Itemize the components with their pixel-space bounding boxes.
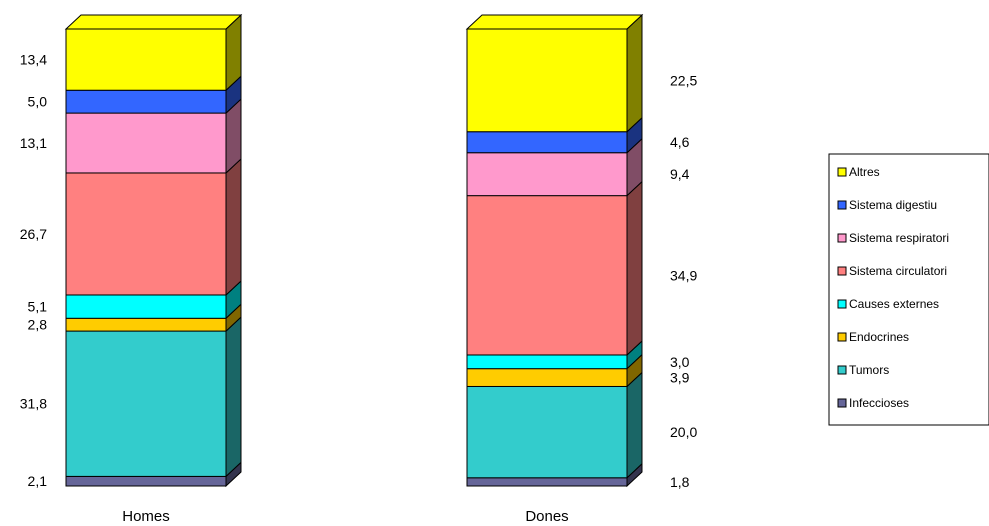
bar-side-homes-sistema-circulatori: [225, 157, 242, 297]
legend-label-sistema-respiratori: Sistema respiratori: [849, 231, 949, 245]
bar-segment-dones-endocrines: [466, 368, 628, 387]
legend-swatch-endocrines: [837, 332, 847, 342]
value-label-homes-sistema-respiratori: 13,1: [20, 135, 47, 151]
bar-segment-homes-infeccioses: [65, 475, 227, 487]
legend-label-causes-externes: Causes externes: [849, 297, 939, 311]
value-label-homes-altres: 13,4: [20, 52, 47, 68]
legend-box: [828, 153, 989, 426]
bar-segment-homes-sistema-circulatori: [65, 172, 227, 296]
value-label-homes-causes-externes: 5,1: [28, 299, 48, 315]
bar-segment-dones-altres: [466, 28, 628, 133]
legend-swatch-altres: [837, 167, 847, 177]
legend-label-sistema-digestiu: Sistema digestiu: [849, 198, 937, 212]
legend-swatch-sistema-respiratori: [837, 233, 847, 243]
bar-segment-dones-causes-externes: [466, 354, 628, 370]
value-label-homes-endocrines: 2,8: [28, 317, 48, 333]
legend-swatch-sistema-circulatori: [837, 266, 847, 276]
legend-label-altres: Altres: [849, 165, 880, 179]
bar-side-homes-tumors: [225, 315, 242, 478]
category-labels-layer: Homes Dones: [122, 508, 568, 525]
value-labels-layer: 2,1 31,8 2,8 5,1 26,7 13,1 5,0 13,4 1,8 20,0 3,93,…: [20, 52, 698, 490]
legend: Altres Sistema digestiu Sistema respirator…: [828, 153, 989, 426]
bar-side-dones-sistema-circulatori: [626, 180, 643, 357]
legend-label-endocrines: Endocrines: [849, 330, 909, 344]
bars-layer: [64, 13, 644, 488]
category-label-homes: Homes: [122, 508, 170, 525]
legend-swatch-infeccioses: [837, 398, 847, 408]
value-label-dones-sistema-circulatori: 34,9: [670, 267, 697, 283]
value-label-homes-sistema-circulatori: 26,7: [20, 226, 47, 242]
bar-top-homes: [64, 14, 243, 30]
bar-segment-dones-infeccioses: [466, 477, 628, 487]
value-label-dones-causes-externes: 3,0: [670, 354, 690, 370]
legend-label-sistema-circulatori: Sistema circulatori: [849, 264, 947, 278]
bar-segment-dones-sistema-digestiu: [466, 131, 628, 154]
value-label-dones-altres: 22,5: [670, 72, 697, 88]
legend-swatch-causes-externes: [837, 299, 847, 309]
value-label-homes-sistema-digestiu: 5,0: [28, 94, 48, 110]
bar-segment-homes-altres: [65, 28, 227, 91]
bar-side-dones-tumors: [626, 371, 643, 479]
legend-swatch-tumors: [837, 365, 847, 375]
legend-label-tumors: Tumors: [849, 363, 889, 377]
value-label-dones-tumors: 20,0: [670, 424, 697, 440]
bar-segment-homes-causes-externes: [65, 294, 227, 319]
bar-side-dones-altres: [626, 13, 643, 133]
bar-segment-dones-sistema-circulatori: [466, 195, 628, 356]
value-label-homes-tumors: 31,8: [20, 396, 47, 412]
bar-segment-dones-tumors: [466, 385, 628, 479]
bar-segment-homes-sistema-digestiu: [65, 89, 227, 114]
bar-segment-homes-sistema-respiratori: [65, 112, 227, 174]
value-label-dones-sistema-digestiu: 4,6: [670, 134, 690, 150]
legend-swatch-sistema-digestiu: [837, 200, 847, 210]
value-label-homes-infeccioses: 2,1: [28, 473, 48, 489]
bar-segment-homes-endocrines: [65, 317, 227, 332]
value-label-dones-sistema-respiratori: 9,4: [670, 166, 690, 182]
legend-label-infeccioses: Infeccioses: [849, 396, 909, 410]
value-label-dones-infeccioses: 1,8: [670, 474, 690, 490]
category-label-dones: Dones: [525, 508, 568, 525]
bar-top-dones: [465, 14, 644, 30]
bar-segment-dones-sistema-respiratori: [466, 152, 628, 197]
value-label-dones-endocrines: 3,9: [670, 370, 690, 386]
bar-segment-homes-tumors: [65, 330, 227, 477]
